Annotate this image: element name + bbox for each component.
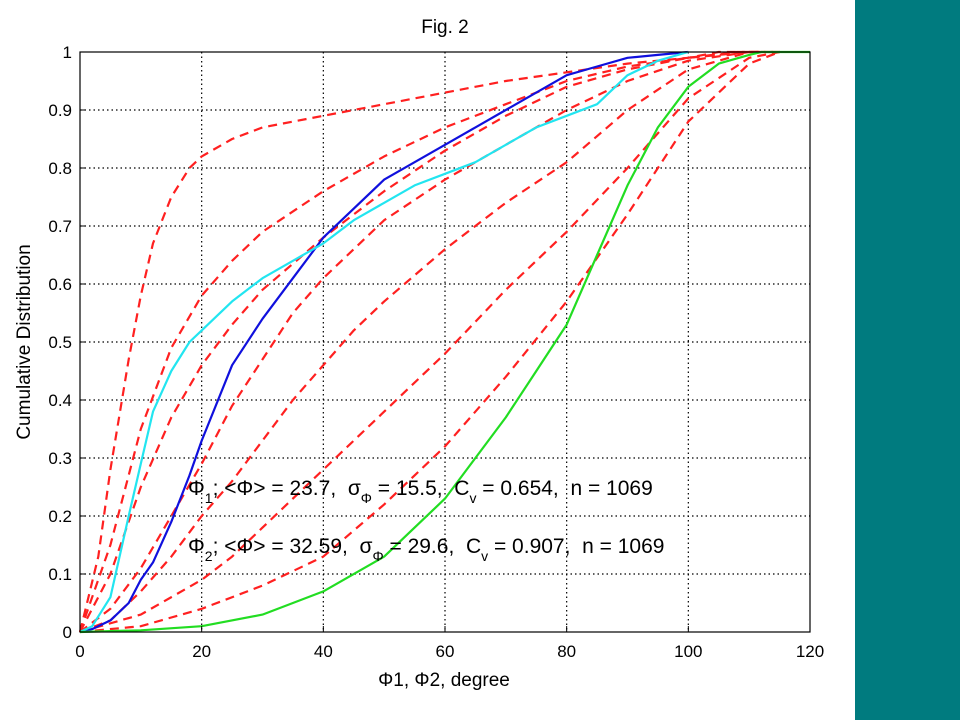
x-tick-label: 100 (674, 642, 702, 661)
series-line-3 (79, 50, 762, 633)
chart-title: Fig. 2 (421, 17, 469, 38)
x-tick-label: 20 (192, 642, 211, 661)
series-line-2 (78, 50, 762, 633)
y-tick-label: 0.7 (48, 217, 72, 236)
y-tick-label: 0 (63, 623, 72, 642)
y-tick-label: 0.6 (48, 275, 72, 294)
y-tick-label: 1 (63, 43, 72, 62)
series-line-4 (79, 50, 780, 633)
x-tick-label: 80 (557, 642, 576, 661)
y-tick-label: 0.5 (48, 333, 72, 352)
x-tick-label: 60 (436, 642, 455, 661)
y-axis-label: Cumulative Distribution (14, 244, 35, 439)
series-line-10 (79, 50, 810, 634)
grid-lines (80, 52, 810, 632)
series-line-1 (78, 50, 750, 633)
stats-annotation-2: Φ2; <Φ> = 32.59, σΦ = 29.6, Cv = 0.907, … (188, 535, 664, 564)
x-tick-label: 0 (75, 642, 84, 661)
x-tick-label: 120 (796, 642, 824, 661)
teal-side-band (855, 0, 960, 720)
series-line-6 (79, 50, 780, 634)
y-tick-label: 0.1 (48, 565, 72, 584)
y-tick-label: 0.4 (48, 391, 72, 410)
series-line-7 (79, 50, 780, 634)
y-tick-label: 0.3 (48, 449, 72, 468)
series-line-8 (79, 50, 689, 634)
series-line-9 (79, 50, 689, 633)
series-layer (78, 50, 810, 634)
axis-ticks: 0 20 40 60 80 100 120 0 0.1 0.2 0.3 0.4 0.5 0.6 0.7 0.8… (48, 43, 824, 661)
x-axis-label: Φ1, Φ2, degree (378, 670, 510, 691)
y-tick-label: 0.9 (48, 101, 72, 120)
y-tick-label: 0.2 (48, 507, 72, 526)
annotations: Φ1; <Φ> = 23.7, σΦ = 15.5, Cv = 0.654, n… (188, 477, 664, 564)
y-tick-label: 0.8 (48, 159, 72, 178)
stats-annotation-1: Φ1; <Φ> = 23.7, σΦ = 15.5, Cv = 0.654, n… (188, 477, 653, 506)
x-tick-label: 40 (314, 642, 333, 661)
series-line-5 (79, 50, 780, 634)
